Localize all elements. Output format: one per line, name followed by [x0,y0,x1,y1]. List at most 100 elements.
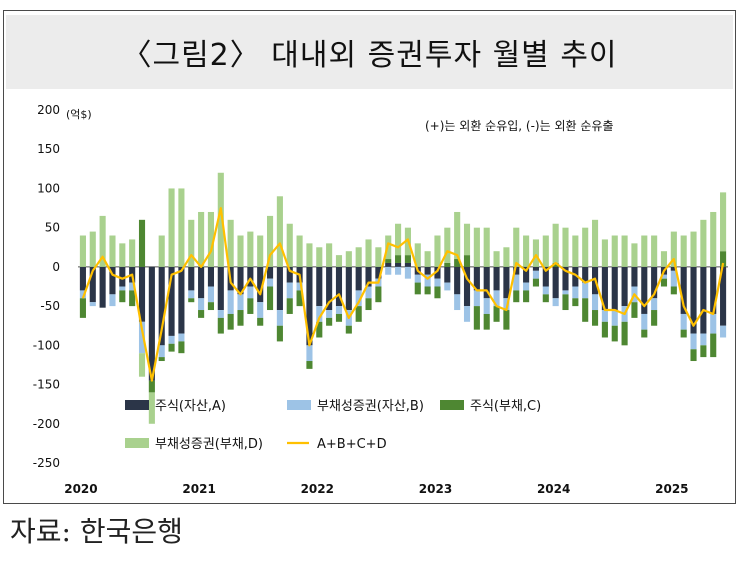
chart: (억$) (+)는 외환 순유입, (-)는 외환 순유출 200 150 100 5… [33,103,728,496]
bar-b [237,294,244,311]
y-tick-label: -250 [33,456,60,470]
y-tick-label: -50 [40,299,60,313]
bar-c [207,302,215,311]
bar-d [611,235,618,267]
bar-c [434,286,441,299]
bar-b [296,282,303,291]
bar-c [503,310,510,330]
bar-b [720,325,727,338]
bar-b [217,310,224,318]
bar-c [326,317,333,326]
bar-b [158,345,165,358]
bar-a [168,266,175,336]
bar-a [710,266,717,314]
bar-d [631,243,638,267]
title-band: 〈그림2〉 대내외 증권투자 월별 추이 [6,15,733,89]
bar-d [207,211,215,267]
bar-a [680,266,687,314]
bar-b [641,313,648,330]
bar-d [119,243,126,267]
y-tick-label: -100 [33,338,60,352]
bar-b [129,282,136,291]
x-year-label: 2025 [655,482,688,496]
bar-a [503,266,510,299]
bar-a [306,266,313,346]
bar-c [178,341,185,354]
legend: 주식(자산,A) 부채성증권(자산,B) 주식(부채,C) 부채성증권(부채,D) A+… [125,399,541,452]
bar-a [424,266,431,275]
bar-c [463,255,471,267]
bar-c [335,313,343,322]
bar-b [651,298,658,311]
bar-d [444,227,451,263]
bar-c [276,325,283,342]
bar-b [532,270,540,279]
bar-b [473,290,480,307]
bar-b [207,286,215,303]
bar-d [286,223,293,267]
bar-b [513,274,520,291]
x-year-label: 2020 [64,482,97,496]
bar-b [414,274,421,283]
bar-b [444,282,451,291]
bar-d [326,243,333,267]
legend-label: A+B+C+D [317,437,387,452]
bar-b [700,333,707,346]
bar-d [158,235,165,267]
bar-b [463,306,471,322]
bar-b [542,286,549,295]
bar-d [296,235,303,267]
bar-a [582,266,589,283]
bar-c [385,259,392,263]
bar-c [227,313,234,330]
bar-b [493,290,500,307]
bar-c [286,298,293,314]
bar-b [601,310,608,322]
bar-b [326,310,333,318]
bar-b [365,286,372,299]
bar-a [158,266,165,346]
bar-a [720,266,727,326]
bar-a [454,266,461,295]
bar-b [572,286,579,299]
bar-d [266,215,274,267]
bar-b [227,290,234,314]
bar-d [237,235,244,267]
bar-d [306,243,313,267]
bar-a [355,266,362,291]
bar-a [237,266,244,295]
bar-d [316,247,323,267]
bar-d [660,251,668,267]
bar-c [454,259,461,267]
bar-b [591,294,599,311]
bar-d [680,235,687,267]
bar-d [276,196,283,267]
y-tick-label: 50 [45,221,60,235]
source-note: 자료: 한국은행 [10,515,183,548]
bar-d [198,211,205,267]
x-year-label: 2021 [182,482,215,496]
bar-a [198,266,205,299]
bar-d [532,239,540,267]
bar-b [355,290,362,307]
bar-a [690,266,697,334]
bar-d [188,219,195,267]
bar-c [148,380,155,393]
bar-b [89,302,96,307]
bar-d [345,251,352,267]
bar-b [690,333,697,350]
bar-a [178,266,185,334]
bar-c [572,298,579,307]
bar-d [463,223,471,256]
bars-layer [79,172,727,424]
bar-c [237,310,244,326]
bar-d [414,243,421,267]
bar-c [651,310,658,326]
bar-d [365,239,372,267]
bar-b [385,266,392,275]
total-line [81,207,725,382]
bar-c [404,255,411,263]
bar-d [523,235,530,267]
legend-label: 주식(자산,A) [155,399,226,414]
bar-a [493,266,500,291]
